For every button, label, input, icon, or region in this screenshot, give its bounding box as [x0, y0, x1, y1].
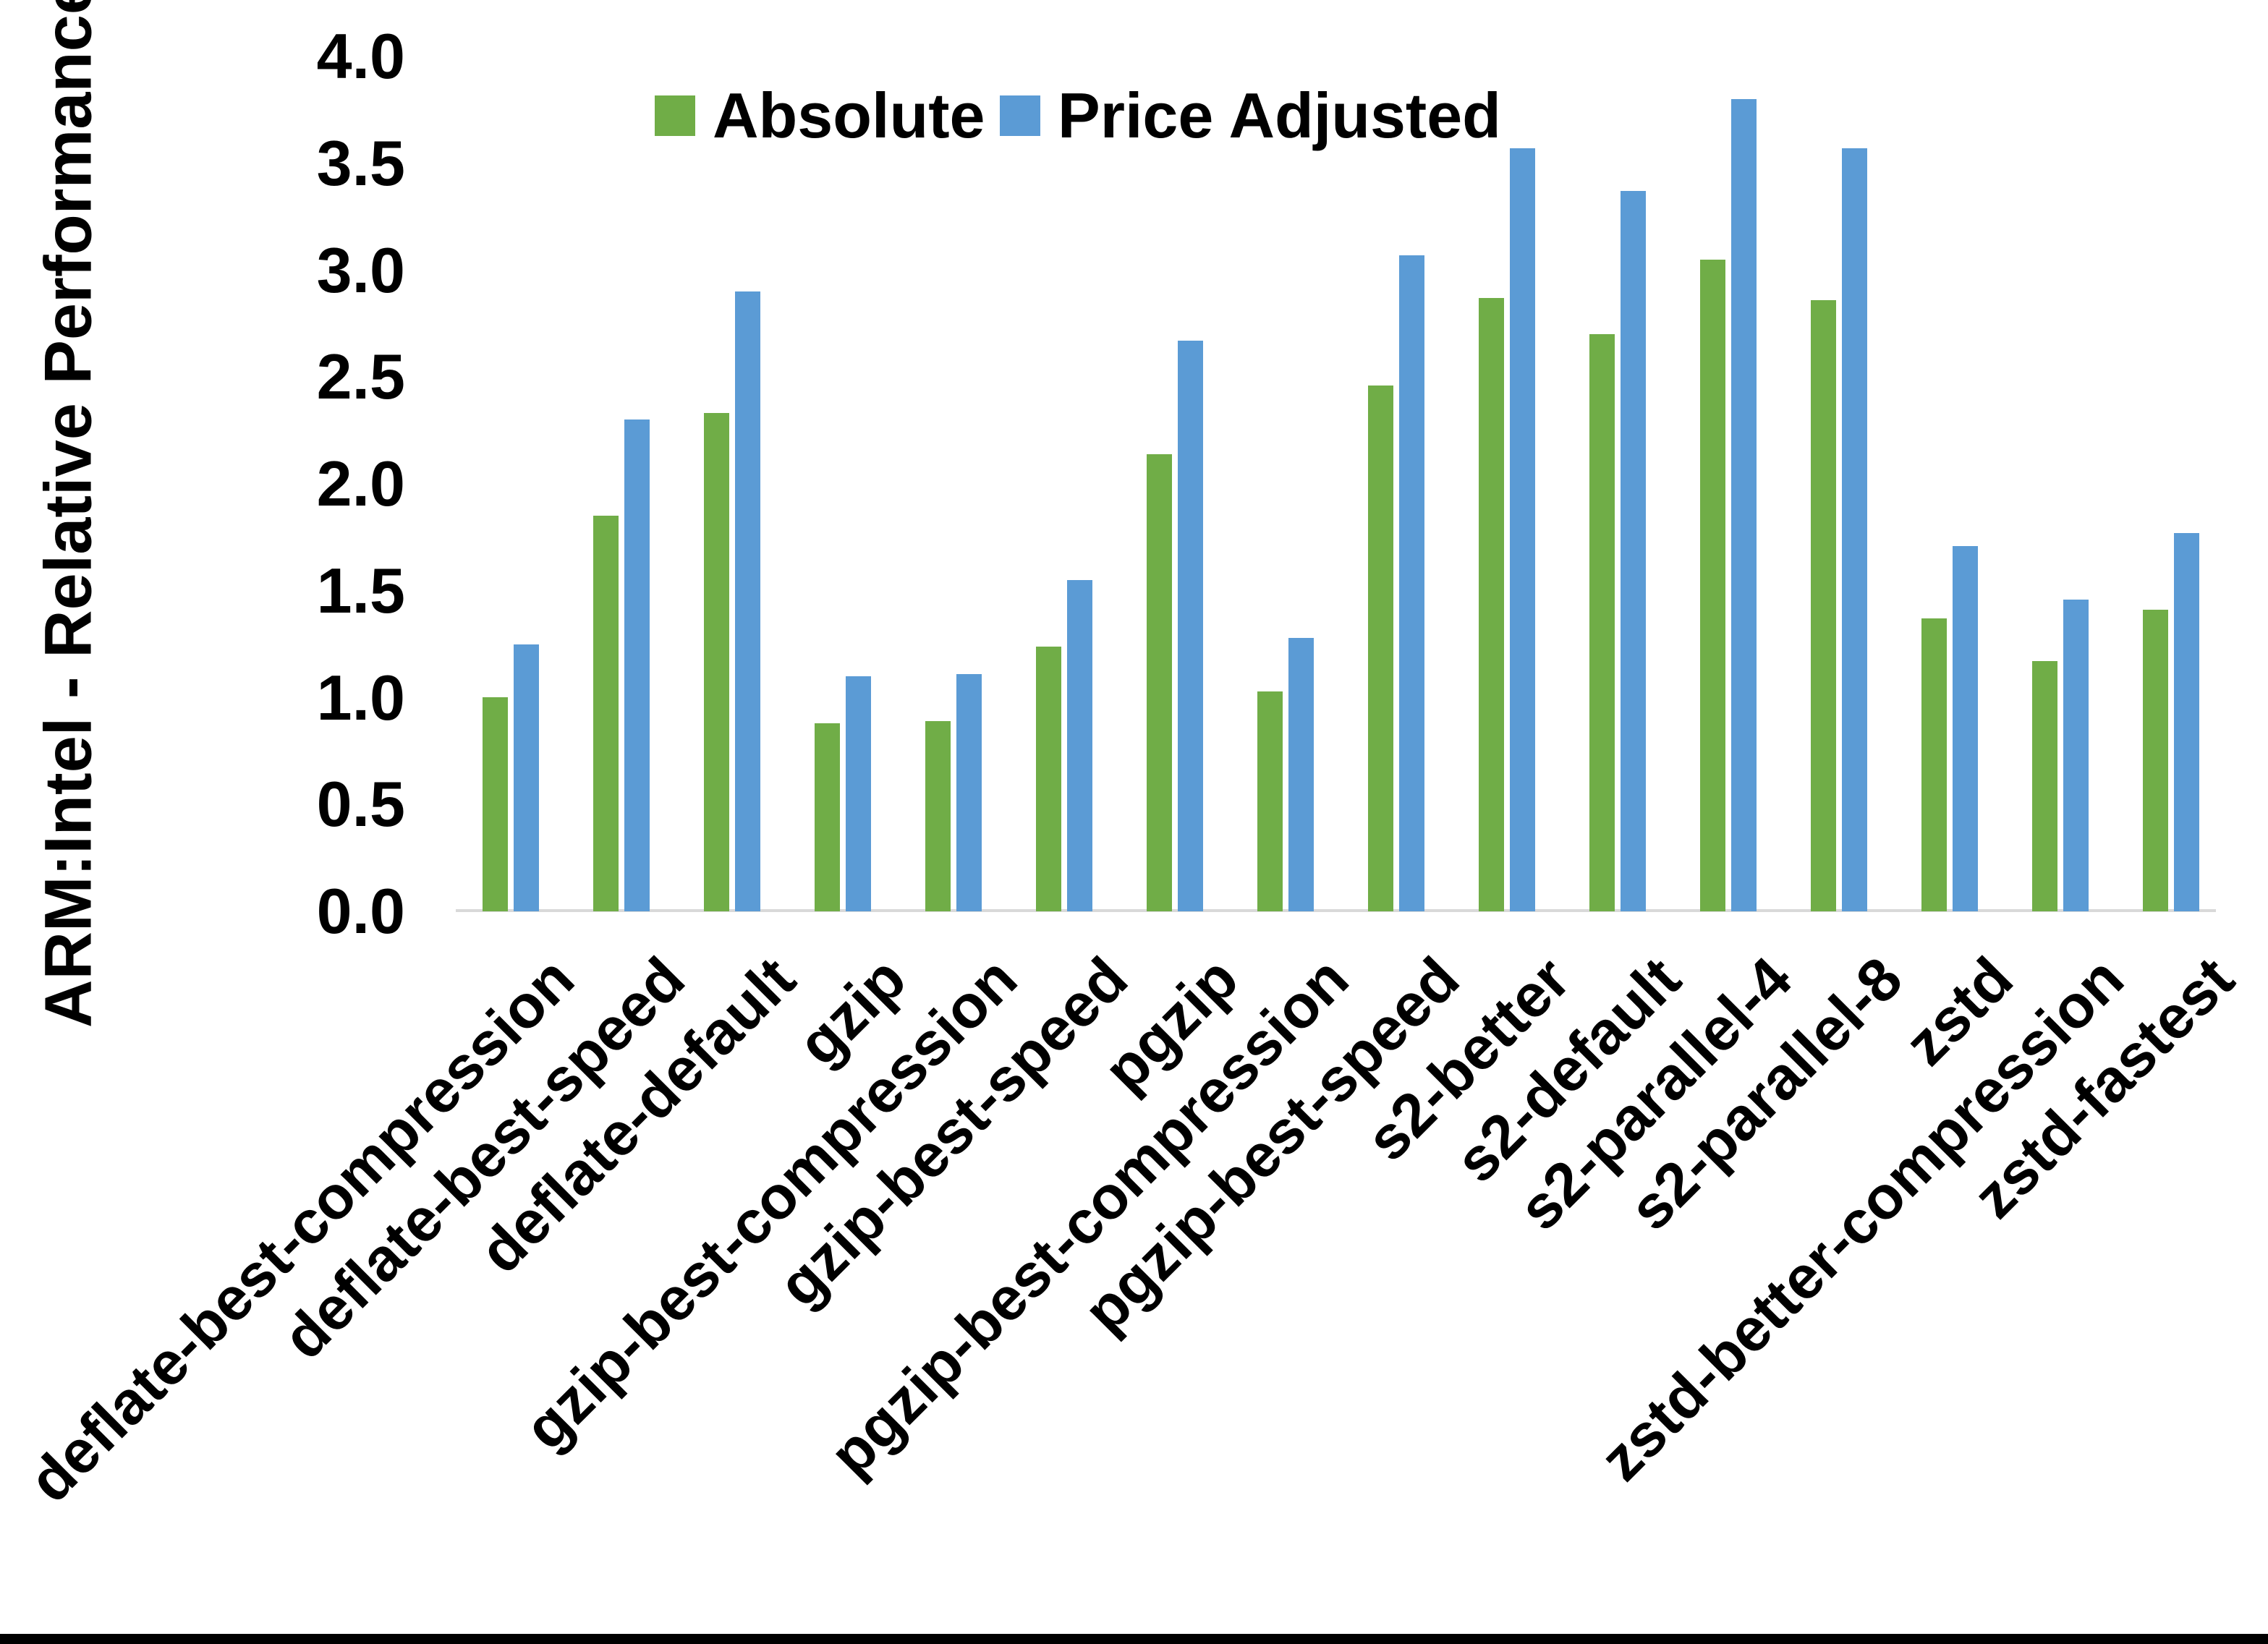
y-tick-label: 1.5: [316, 554, 405, 626]
bar-price-adjusted-zstd: [1953, 546, 1978, 911]
bar-absolute-s2-parallel-8: [1811, 300, 1836, 911]
y-tick-label: 0.0: [316, 875, 405, 947]
bar-price-adjusted-s2-parallel-4: [1731, 99, 1757, 911]
bar-price-adjusted-pgzip-best-compression: [1288, 638, 1314, 911]
legend-swatch-price-adjusted: [1000, 95, 1040, 136]
y-tick-label: 1.0: [316, 661, 405, 733]
bar-price-adjusted-s2-default: [1621, 191, 1646, 911]
y-tick-label: 4.0: [316, 20, 405, 92]
bar-absolute-zstd: [1921, 618, 1947, 911]
bar-price-adjusted-zstd-fastest: [2174, 533, 2199, 911]
bar-price-adjusted-gzip: [846, 676, 871, 911]
x-axis-line: [456, 909, 2216, 912]
bar-price-adjusted-s2-parallel-8: [1842, 148, 1867, 911]
bar-absolute-deflate-default: [704, 413, 729, 911]
bar-price-adjusted-deflate-default: [735, 291, 760, 911]
bar-absolute-s2-default: [1589, 334, 1615, 911]
legend-label-price-adjusted: Price Adjusted: [1058, 80, 1501, 151]
bar-absolute-pgzip-best-speed: [1368, 386, 1393, 911]
bar-price-adjusted-gzip-best-speed: [1067, 580, 1092, 911]
legend-label-absolute: Absolute: [713, 80, 985, 151]
bar-absolute-gzip-best-speed: [1036, 647, 1061, 911]
bar-absolute-deflate-best-compression: [483, 697, 508, 911]
bar-absolute-s2-parallel-4: [1700, 260, 1725, 911]
bar-price-adjusted-deflate-best-speed: [624, 419, 650, 911]
y-tick-label: 3.5: [316, 127, 405, 199]
bar-price-adjusted-pgzip-best-speed: [1399, 255, 1424, 911]
bar-price-adjusted-zstd-better-compression: [2063, 600, 2089, 911]
bar-absolute-pgzip: [1147, 454, 1172, 911]
bar-absolute-gzip-best-compression: [925, 721, 951, 911]
bar-price-adjusted-pgzip: [1178, 341, 1203, 911]
legend-swatch-absolute: [655, 95, 695, 136]
bottom-border: [0, 1634, 2268, 1644]
y-axis-title: ARM:Intel - Relative Performance: [31, 0, 106, 1028]
bar-price-adjusted-s2-better: [1510, 148, 1535, 911]
bar-absolute-deflate-best-speed: [593, 516, 619, 911]
y-tick-label: 2.5: [316, 341, 405, 413]
bar-absolute-zstd-better-compression: [2032, 661, 2057, 911]
y-tick-label: 3.0: [316, 234, 405, 306]
bar-absolute-pgzip-best-compression: [1257, 691, 1283, 911]
bar-absolute-s2-better: [1479, 298, 1504, 911]
bar-absolute-gzip: [815, 723, 840, 911]
bar-absolute-zstd-fastest: [2143, 610, 2168, 911]
bar-price-adjusted-deflate-best-compression: [514, 644, 539, 911]
y-tick-label: 0.5: [316, 768, 405, 840]
y-tick-label: 2.0: [316, 448, 405, 519]
bar-price-adjusted-gzip-best-compression: [956, 674, 982, 911]
